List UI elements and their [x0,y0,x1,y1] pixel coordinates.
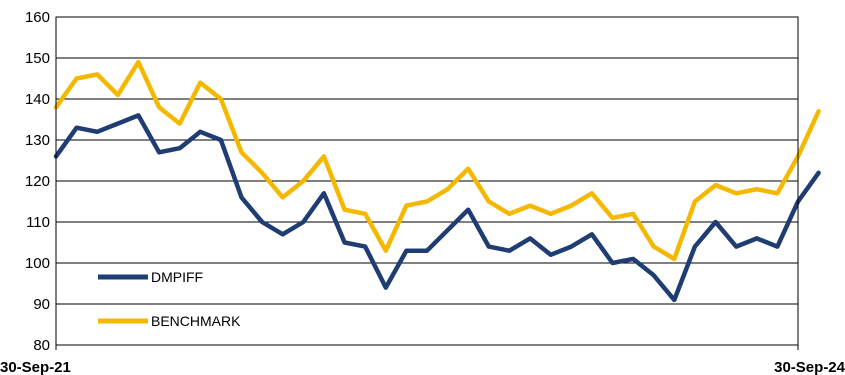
x-tick-label: 30-Sep-21 [0,359,71,375]
y-tick-label: 130 [25,132,50,149]
y-tick-label: 150 [25,50,50,67]
y-axis-ticks: 80 90 100 110 120 130 140 150 160 [25,9,50,354]
series-line-benchmark [53,59,821,262]
legend-label-benchmark: BENCHMARK [151,313,241,329]
series-lines [53,59,821,303]
x-tick-label: 30-Sep-24 [774,359,845,375]
y-tick-label: 120 [25,173,50,190]
y-tick-label: 160 [25,9,50,26]
grid-lines [56,57,798,305]
y-tick-label: 110 [26,214,50,231]
y-tick-label: 100 [25,255,50,272]
y-tick-label: 90 [33,296,50,313]
legend: DMPIFF BENCHMARK [98,269,241,329]
plot-area-border [55,16,799,346]
series-line-dmpiff [53,113,821,303]
y-tick-label: 140 [25,91,50,108]
legend-label-dmpiff: DMPIFF [151,269,203,285]
y-tick-label: 80 [33,337,50,354]
x-axis-ticks: 30-Sep-21 30-Sep-24 [0,345,845,375]
